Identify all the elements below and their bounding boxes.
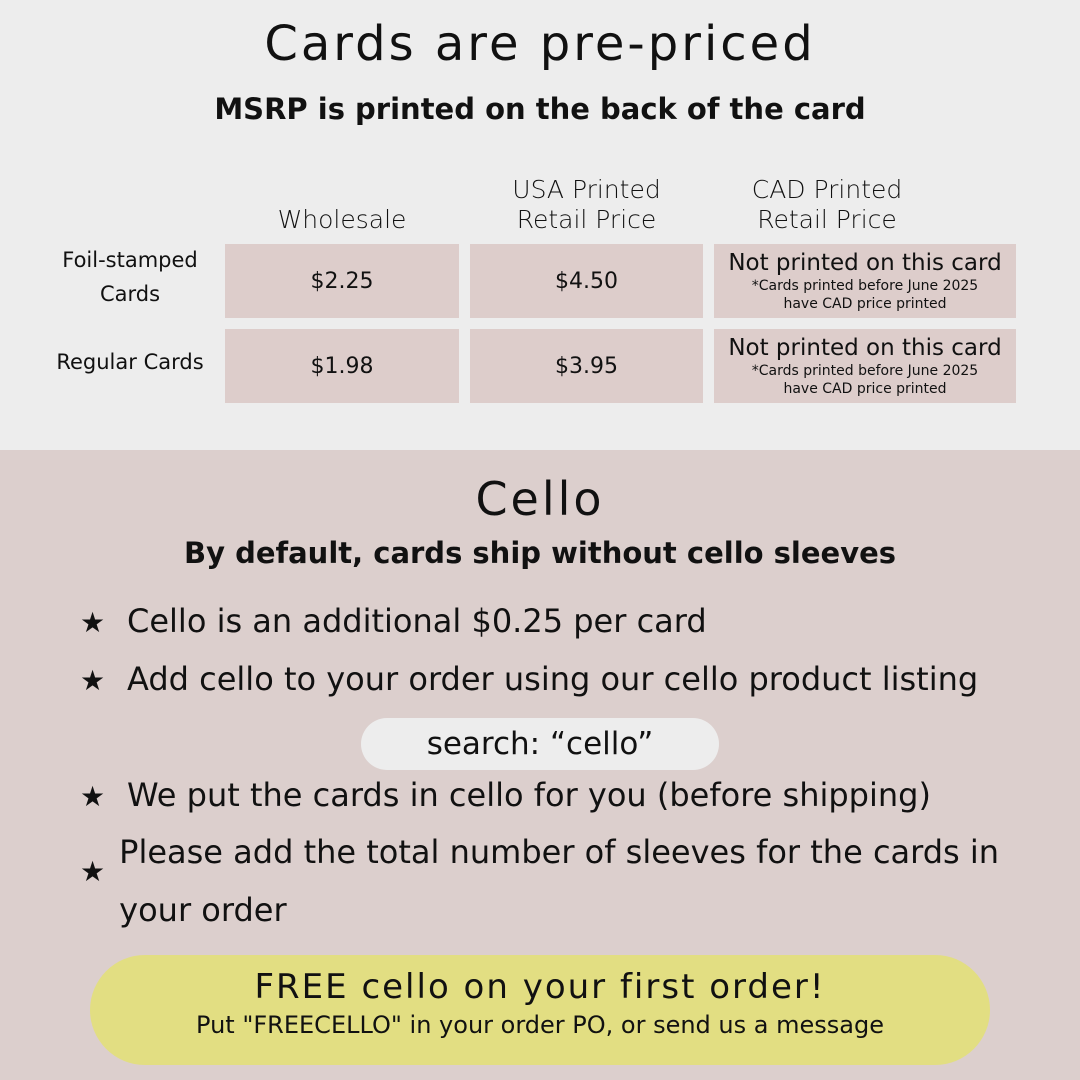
bullet-text: Add cello to your order using our cello … bbox=[127, 660, 979, 698]
cell-regular-usa: $3.95 bbox=[470, 329, 703, 403]
promo-title: FREE cello on your first order! bbox=[254, 967, 826, 1007]
promo-text: Put "FREECELLO" in your order PO, or sen… bbox=[196, 1011, 884, 1039]
cell-foil-usa: $4.50 bbox=[470, 244, 703, 318]
free-cello-promo: FREE cello on your first order! Put "FRE… bbox=[90, 955, 990, 1065]
cell-regular-wholesale: $1.98 bbox=[225, 329, 459, 403]
cad-note: *Cards printed before June 2025 bbox=[751, 363, 979, 379]
row-label-regular: Regular Cards bbox=[35, 345, 225, 379]
row-label-foil: Foil-stamped Cards bbox=[35, 243, 225, 311]
cad-note: *Cards printed before June 2025 bbox=[751, 278, 979, 294]
star-icon: ★ bbox=[80, 606, 106, 639]
header-line: USA Printed bbox=[512, 175, 661, 204]
cell-regular-cad: Not printed on this card *Cards printed b… bbox=[714, 329, 1016, 403]
row-label-line: Regular Cards bbox=[56, 350, 204, 374]
bullet-text: Please add the total number of sleeves f… bbox=[119, 833, 1000, 929]
star-icon: ★ bbox=[80, 855, 106, 888]
column-header-wholesale: Wholesale bbox=[225, 205, 459, 235]
cad-status: Not printed on this card bbox=[728, 335, 1002, 361]
column-header-cad: CAD Printed Retail Price bbox=[714, 175, 940, 235]
bullet-item: ★ We put the cards in cello for you (befo… bbox=[80, 776, 931, 814]
cad-note: have CAD price printed bbox=[783, 381, 947, 397]
page-title: Cards are pre-priced bbox=[264, 16, 816, 72]
cad-note: have CAD price printed bbox=[783, 296, 947, 312]
bullet-item: ★ Cello is an additional $0.25 per card bbox=[80, 602, 707, 640]
row-label-line: Foil-stamped bbox=[62, 248, 198, 272]
cell-foil-cad: Not printed on this card *Cards printed b… bbox=[714, 244, 1016, 318]
bullet-item: ★ Add cello to your order using our cello… bbox=[80, 660, 978, 698]
price: $2.25 bbox=[310, 268, 374, 294]
star-icon: ★ bbox=[80, 780, 106, 813]
bullet-text: Cello is an additional $0.25 per card bbox=[127, 602, 707, 640]
cad-status: Not printed on this card bbox=[728, 250, 1002, 276]
header-line: CAD Printed bbox=[751, 175, 903, 204]
price: $1.98 bbox=[310, 353, 374, 379]
column-header-usa: USA Printed Retail Price bbox=[470, 175, 703, 235]
cell-foil-wholesale: $2.25 bbox=[225, 244, 459, 318]
cello-subtitle: By default, cards ship without cello sle… bbox=[183, 536, 897, 570]
header-line: Wholesale bbox=[277, 205, 407, 234]
search-hint-pill: search: “cello” bbox=[361, 718, 719, 770]
row-label-line: Cards bbox=[99, 282, 161, 306]
bullet-text: We put the cards in cello for you (befor… bbox=[127, 776, 931, 814]
header-line: Retail Price bbox=[757, 205, 897, 234]
star-icon: ★ bbox=[80, 664, 106, 697]
price: $3.95 bbox=[555, 353, 618, 379]
header-line: Retail Price bbox=[516, 205, 657, 234]
bullet-item: ★ Please add the total number of sleeves … bbox=[80, 833, 1000, 939]
price: $4.50 bbox=[555, 268, 618, 294]
page-subtitle: MSRP is printed on the back of the card bbox=[214, 92, 866, 126]
cello-title: Cello bbox=[475, 472, 605, 526]
